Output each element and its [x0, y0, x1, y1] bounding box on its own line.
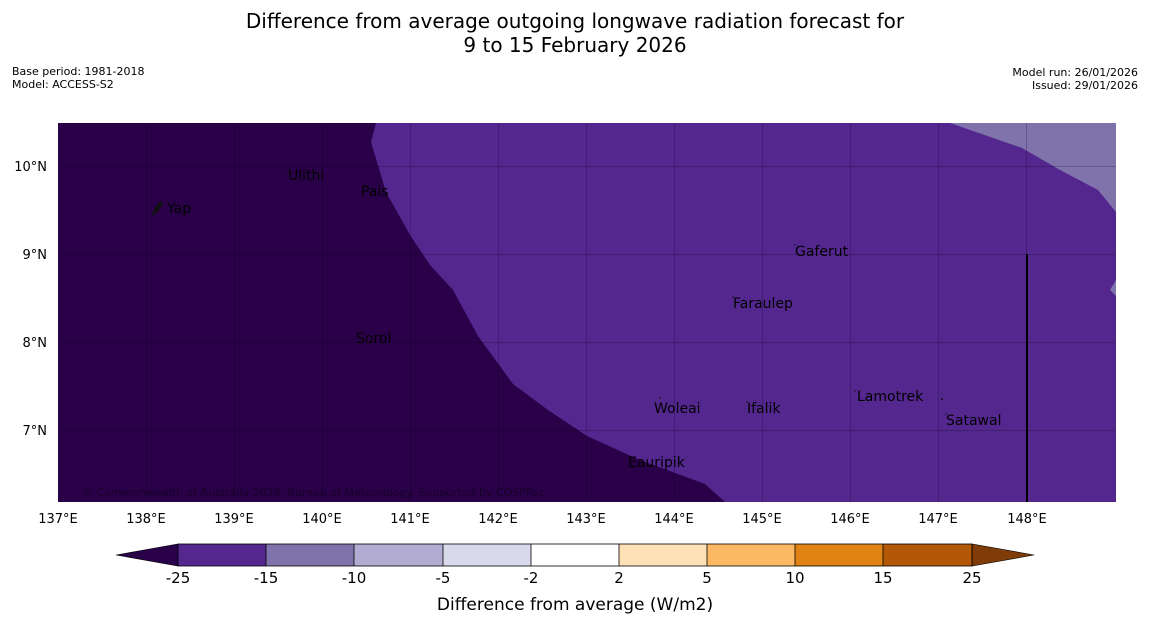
lon-tick-148e: 148°E	[1007, 512, 1047, 527]
title-line-1: Difference from average outgoing longwav…	[245, 9, 905, 33]
colorbar-title: Difference from average (W/m2)	[437, 595, 713, 615]
lat-tick-9n: 9°N	[23, 248, 48, 263]
lat-tick-7n: 7°N	[23, 424, 48, 439]
colorbar-extend-high	[971, 543, 1035, 567]
sorol-island-dot	[356, 331, 358, 333]
run-info: Model run: 26/01/2026 Issued: 29/01/2026	[1012, 66, 1138, 92]
colorbar-extend-low	[115, 543, 179, 567]
lon-tick-144e: 144°E	[654, 512, 694, 527]
colorbar-bin-1	[178, 544, 266, 566]
colorbar-label-2: 2	[614, 569, 624, 587]
colorbar-label-15: 15	[873, 569, 892, 587]
colorbar-bin-5	[531, 544, 619, 566]
colorbar-label-10: 10	[785, 569, 804, 587]
place-ifalik: Ifalik	[747, 401, 781, 417]
faraulep-island-dot	[732, 296, 734, 298]
lon-tick-142e: 142°E	[478, 512, 518, 527]
colorbar-bin-9	[883, 544, 972, 566]
gaferut-island-dot	[794, 244, 796, 246]
lon-tick-147e: 147°E	[918, 512, 958, 527]
colorbar-label-5: 5	[702, 569, 712, 587]
colorbar-bin-3	[354, 544, 443, 566]
lat-tick-8n: 8°N	[23, 336, 48, 351]
colorbar-label-minus15: -15	[254, 569, 279, 587]
satawal-island-dot	[945, 413, 947, 415]
place-lamotrek: Lamotrek	[857, 389, 924, 405]
base-period: Base period: 1981-2018	[12, 65, 145, 78]
lat-tick-10n: 10°N	[14, 160, 47, 175]
lon-tick-138e: 138°E	[126, 512, 166, 527]
ulithi-island-dot	[287, 170, 289, 172]
lon-tick-140e: 140°E	[302, 512, 342, 527]
colorbar-label-25: 25	[962, 569, 981, 587]
colorbar-label-minus25: -25	[166, 569, 191, 587]
lon-axis: 137°E 138°E 139°E 140°E 141°E 142°E 143°…	[38, 512, 1047, 527]
lat-axis: 10°N 9°N 8°N 7°N	[14, 160, 47, 439]
region-moderate-low-edge	[1110, 280, 1116, 296]
lon-tick-143e: 143°E	[566, 512, 606, 527]
lon-tick-146e: 146°E	[830, 512, 870, 527]
colorbar-bin-2	[266, 544, 354, 566]
title-line-2: 9 to 15 February 2026	[463, 33, 687, 57]
model-info: Base period: 1981-2018 Model: ACCESS-S2	[12, 65, 144, 91]
place-faraulep: Faraulep	[733, 296, 793, 312]
place-satawal: Satawal	[946, 413, 1001, 429]
place-ulithi: Ulithi	[288, 168, 324, 184]
yap-island-shape	[151, 201, 163, 216]
lon-tick-137e: 137°E	[38, 512, 78, 527]
map-title: Difference from average outgoing longwav…	[0, 9, 1150, 57]
lon-tick-141e: 141°E	[390, 512, 430, 527]
colorbar-bin-4	[443, 544, 531, 566]
colorbar-label-minus2: -2	[524, 569, 539, 587]
colorbar-label-minus10: -10	[342, 569, 367, 587]
ifalik-island-dot	[746, 401, 748, 403]
colorbar-dividers	[177, 543, 973, 567]
lamotrek-island-dot	[854, 390, 856, 392]
region-moderate-low	[950, 123, 1116, 212]
lon-tick-139e: 139°E	[214, 512, 254, 527]
issued-date: Issued: 29/01/2026	[1031, 79, 1138, 92]
colorbar-label-minus5: -5	[436, 569, 451, 587]
map-panel: Ulithi Yap Pais Gaferut Faraulep Sorol L…	[58, 123, 1116, 502]
colorbar-bin-7	[707, 544, 795, 566]
lon-tick-145e: 145°E	[742, 512, 782, 527]
model-name: Model: ACCESS-S2	[12, 78, 114, 91]
place-pais: Pais	[361, 184, 389, 200]
colorbar: -25 -15 -10 -5 -2 2 5 10 15 25 Differenc…	[115, 543, 1035, 615]
region-very-low	[58, 123, 725, 502]
place-gaferut: Gaferut	[795, 244, 849, 260]
woleai-island-dot	[659, 397, 661, 399]
colorbar-bin-8	[795, 544, 883, 566]
copyright-notice: © Commonwealth of Australia 2026, Bureau…	[82, 486, 545, 499]
pikelot-island-dot	[941, 398, 943, 400]
place-sorol: Sorol	[356, 331, 391, 347]
place-woleai: Woleai	[654, 401, 701, 417]
colorbar-bin-6	[619, 544, 707, 566]
place-yap: Yap	[166, 201, 191, 217]
model-run: Model run: 26/01/2026	[1012, 66, 1138, 79]
place-eauripik: Eauripik	[628, 455, 686, 471]
